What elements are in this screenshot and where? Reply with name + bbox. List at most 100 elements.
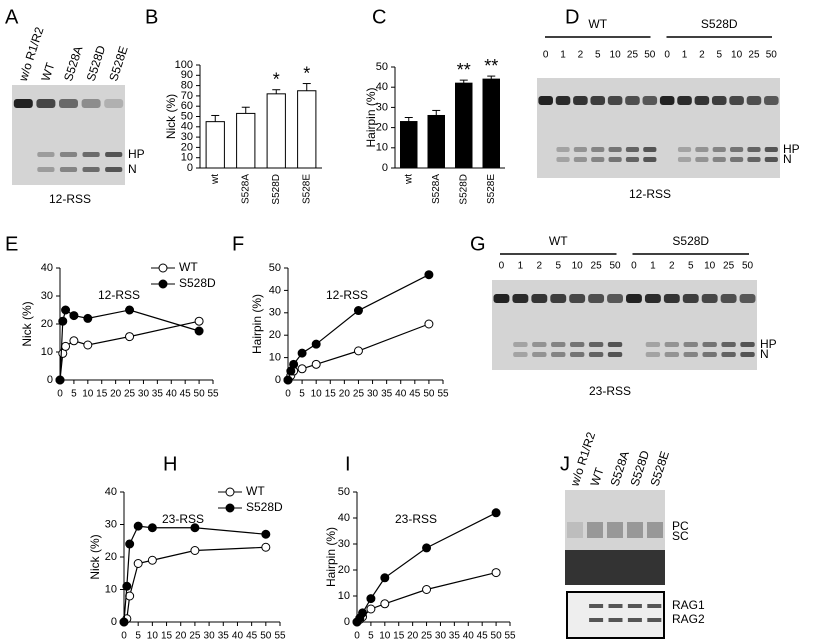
marker (125, 305, 135, 315)
x-tick-label: 5 (135, 631, 141, 640)
marker (261, 542, 271, 552)
significance: * (273, 69, 280, 89)
lane-label: 10 (704, 261, 716, 272)
band (82, 152, 100, 157)
band (720, 294, 737, 303)
band (627, 618, 642, 622)
marker (125, 539, 135, 549)
band (590, 96, 606, 105)
panel-letter: F (232, 233, 244, 255)
marker (69, 336, 79, 346)
x-tick-label: 25 (189, 631, 201, 640)
legend-marker (158, 263, 168, 273)
marker (55, 375, 65, 385)
legend-label: WT (179, 260, 198, 274)
band (104, 99, 124, 108)
band (712, 147, 726, 152)
marker (353, 306, 363, 316)
lane-label: 5 (555, 261, 561, 272)
gel-dark (605, 550, 625, 585)
x-tick-label: 20 (175, 631, 187, 640)
marker (380, 573, 390, 583)
band (607, 352, 623, 357)
x-tick-label: 50 (423, 389, 435, 400)
band (740, 342, 755, 347)
y-tick-label: 30 (181, 131, 193, 143)
band (37, 167, 55, 172)
band (682, 294, 699, 303)
x-tick-label: 45 (409, 389, 421, 400)
band (644, 294, 661, 303)
x-tick-label: 15 (325, 389, 337, 400)
gel-caption: 23-RSS (589, 384, 631, 398)
lane-label: 10 (572, 261, 584, 272)
y-axis-label: Hairpin (%) (364, 87, 378, 147)
y-tick-label: 0 (275, 374, 281, 386)
y-tick-label: 10 (269, 352, 281, 364)
band (105, 167, 123, 172)
bar (427, 114, 445, 169)
lane-label: 5 (716, 50, 722, 61)
significance: ** (484, 56, 498, 76)
marker (133, 521, 143, 531)
band (740, 352, 755, 357)
band (82, 167, 100, 172)
x-tick-label: 15 (161, 631, 173, 640)
band (551, 352, 566, 357)
marker (380, 599, 390, 609)
x-tick-label: 35 (218, 631, 230, 640)
band (659, 96, 675, 105)
y-tick-label: 20 (105, 551, 117, 563)
panel-letter: A (5, 6, 19, 28)
y-tick-label: 20 (41, 318, 53, 330)
band-label: HP (783, 142, 800, 156)
band (647, 522, 663, 538)
marker (122, 581, 132, 591)
band (591, 157, 605, 162)
band-label: N (783, 152, 792, 166)
band (608, 147, 622, 152)
band (608, 618, 623, 622)
lane-label: 10 (731, 50, 743, 61)
legend-marker (225, 487, 235, 497)
y-tick-label: 10 (338, 590, 350, 602)
band (569, 294, 586, 303)
series-line (59, 320, 200, 381)
lane-label: 50 (766, 50, 778, 61)
protein-label: RAG2 (672, 612, 705, 626)
gel-caption: 12-RSS (49, 192, 91, 206)
x-tick-label: 55 (437, 389, 449, 400)
x-tick-label: 30 (435, 631, 447, 640)
x-tick-label: 40 (463, 631, 475, 640)
marker (297, 348, 307, 358)
lane-label: 1 (560, 50, 566, 61)
band (764, 96, 779, 105)
x-tick-label: 50 (491, 631, 503, 640)
marker (366, 604, 376, 614)
x-tick-label: 45 (477, 631, 489, 640)
panel-letter: B (145, 6, 158, 28)
lane-label: S528D (84, 43, 109, 83)
bar (205, 121, 225, 169)
series-line (123, 546, 266, 623)
lane-label: 1 (650, 261, 656, 272)
band (573, 157, 587, 162)
y-tick-label: 30 (105, 518, 117, 530)
band (663, 294, 680, 303)
band (627, 522, 643, 538)
lane-label: 2 (669, 261, 675, 272)
lane-label: 0 (631, 261, 637, 272)
y-tick-label: 40 (376, 81, 388, 93)
marker (311, 339, 321, 349)
y-tick-label: 40 (338, 512, 350, 524)
x-tick-label: 5 (299, 389, 305, 400)
y-axis-label: Nick (%) (88, 534, 102, 579)
marker (190, 546, 200, 555)
band (712, 157, 726, 162)
band (587, 522, 603, 538)
marker (147, 555, 157, 565)
lane-label: WT (588, 465, 607, 488)
x-tick-label: 10 (311, 389, 323, 400)
band (626, 294, 642, 303)
y-tick-label: 40 (181, 121, 193, 133)
